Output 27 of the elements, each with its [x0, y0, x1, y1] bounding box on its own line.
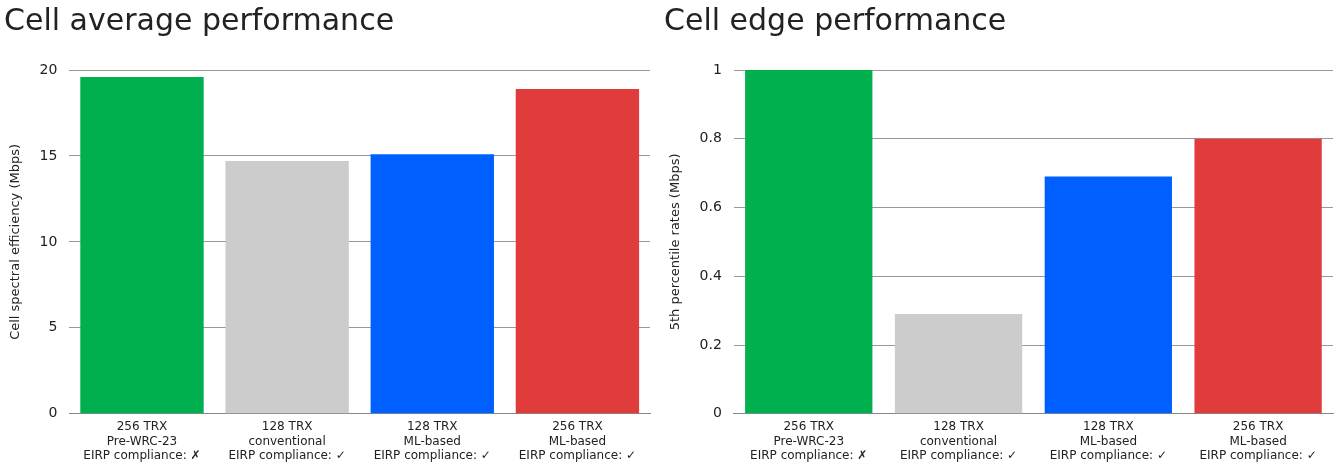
y-tick-label: 20: [39, 60, 58, 77]
x-tick-label: 256 TRX Pre-WRC-23 EIRP compliance: ✗: [750, 419, 868, 462]
x-tick-label: 256 TRX ML-based EIRP compliance: ✓: [518, 419, 637, 462]
bar: [1044, 176, 1172, 414]
chart-title: Cell edge performance: [664, 1, 1007, 37]
y-tick-label: 15: [39, 146, 58, 163]
x-tick-label: 256 TRX Pre-WRC-23 EIRP compliance: ✗: [83, 419, 201, 462]
y-tick-label: 0.6: [699, 198, 722, 215]
y-tick-label: 0: [48, 404, 58, 421]
bar: [894, 314, 1023, 414]
y-tick-label: 0.2: [699, 335, 722, 352]
y-axis-title: 5th percentile rates (Mbps): [667, 153, 683, 331]
x-tick-label: 128 TRX ML-based EIRP compliance: ✓: [1049, 419, 1167, 462]
bar: [745, 70, 873, 414]
y-tick-label: 0: [712, 404, 722, 421]
x-tick-label: 256 TRX ML-based EIRP compliance: ✓: [1199, 419, 1317, 462]
chart-title: Cell average performance: [4, 1, 395, 37]
x-tick-label: 128 TRX conventional EIRP compliance: ✓: [228, 419, 346, 462]
y-tick-label: 10: [39, 232, 58, 249]
y-tick-label: 0.8: [699, 129, 722, 146]
bar: [1194, 138, 1322, 414]
y-tick-label: 1: [712, 60, 722, 77]
x-tick-label: 128 TRX ML-based EIRP compliance: ✓: [373, 419, 491, 462]
y-tick-label: 0.4: [699, 266, 722, 283]
y-axis-title: Cell spectral efficiency (Mbps): [7, 143, 23, 340]
y-tick-label: 5: [48, 318, 58, 335]
x-tick-label: 128 TRX conventional EIRP compliance: ✓: [899, 419, 1018, 462]
